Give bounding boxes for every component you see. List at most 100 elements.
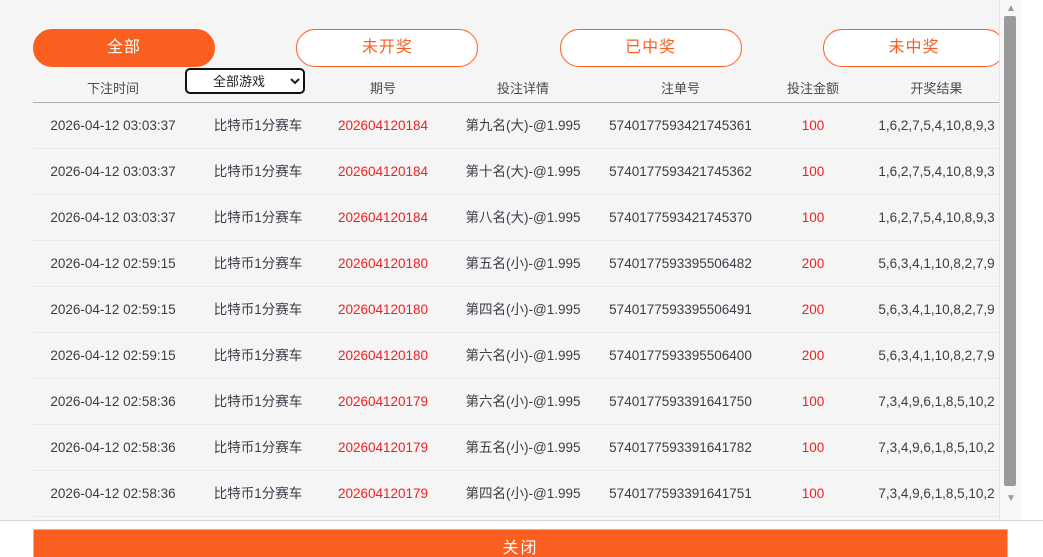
table-row[interactable]: 2026-04-12 02:59:15 比特币1分赛车 202604120180 第五…: [33, 241, 1005, 287]
tab-lost[interactable]: 未中奖: [822, 29, 1005, 67]
cell-order: 5740177593391641750: [609, 394, 752, 409]
cell-game: 比特币1分赛车: [213, 394, 303, 409]
column-header-order: 注单号: [660, 81, 700, 96]
cell-time: 2026-04-12 02:59:15: [50, 302, 176, 317]
cell-issue: 202604120184: [337, 210, 429, 225]
cell-order: 5740177593421745362: [609, 164, 752, 179]
table-row[interactable]: 2026-04-12 02:58:36 比特币1分赛车 202604120179 第五…: [33, 425, 1005, 471]
cell-amount: 200: [801, 256, 825, 271]
column-header-detail: 投注详情: [496, 81, 549, 96]
tab-won[interactable]: 已中奖: [559, 29, 742, 67]
cell-time: 2026-04-12 02:58:36: [50, 440, 176, 455]
cell-game: 比特币1分赛车: [213, 486, 303, 501]
cell-issue: 202604120179: [337, 440, 429, 455]
cell-order: 5740177593421745370: [609, 210, 752, 225]
cell-detail: 第四名(小)-@1.995: [465, 486, 581, 501]
game-filter-wrapper: 全部游戏: [185, 68, 305, 94]
cell-detail: 第六名(小)-@1.995: [465, 394, 581, 409]
cell-result: 7,3,4,9,6,1,8,5,10,2: [878, 440, 995, 455]
scrollable-content-panel: 全部 未开奖 已中奖 未中奖 下注时间 全部游戏 期号: [33, 0, 1021, 520]
cell-order: 5740177593395506400: [609, 348, 752, 363]
cell-game: 比特币1分赛车: [213, 164, 303, 179]
cell-amount: 100: [801, 210, 825, 225]
cell-amount: 100: [801, 486, 825, 501]
dialog-footer: 关闭: [0, 520, 1043, 557]
table-row[interactable]: 2026-04-12 02:59:15 比特币1分赛车 202604120180 第四…: [33, 287, 1005, 333]
scroll-down-arrow-icon[interactable]: ▼: [1006, 493, 1016, 504]
cell-amount: 100: [801, 118, 825, 133]
cell-result: 7,3,4,9,6,1,8,5,10,2: [878, 394, 995, 409]
cell-result: 7,3,4,9,6,1,8,5,10,2: [878, 486, 995, 501]
status-filter-tabs: 全部 未开奖 已中奖 未中奖: [33, 28, 1005, 68]
table-row[interactable]: 2026-04-12 02:58:36 比特币1分赛车 202604120179 第六…: [33, 379, 1005, 425]
cell-game: 比特币1分赛车: [213, 210, 303, 225]
bet-history-table: 下注时间 全部游戏 期号 投注详情 注单号 投注金额 开奖结果 2026-04-…: [33, 68, 1005, 517]
cell-result: 1,6,2,7,5,4,10,8,9,3: [878, 118, 995, 133]
cell-amount: 100: [801, 394, 825, 409]
table-row[interactable]: 2026-04-12 02:59:15 比特币1分赛车 202604120180 第六…: [33, 333, 1005, 379]
cell-issue: 202604120184: [337, 164, 429, 179]
close-button[interactable]: 关闭: [33, 529, 1008, 557]
cell-detail: 第八名(大)-@1.995: [465, 210, 581, 225]
table-body: 2026-04-12 03:03:37 比特币1分赛车 202604120184 第九…: [33, 103, 1005, 517]
cell-detail: 第九名(大)-@1.995: [465, 118, 581, 133]
tab-not-drawn-label: 未开奖: [361, 39, 413, 56]
cell-amount: 200: [801, 348, 825, 363]
cell-issue: 202604120179: [337, 394, 429, 409]
column-header-time: 下注时间: [86, 81, 139, 96]
tab-won-label: 已中奖: [625, 39, 677, 56]
cell-amount: 100: [801, 440, 825, 455]
cell-time: 2026-04-12 02:59:15: [50, 256, 176, 271]
cell-time: 2026-04-12 02:58:36: [50, 394, 176, 409]
cell-detail: 第五名(小)-@1.995: [465, 256, 581, 271]
tab-all[interactable]: 全部: [33, 29, 215, 67]
cell-result: 1,6,2,7,5,4,10,8,9,3: [878, 164, 995, 179]
table-row[interactable]: 2026-04-12 03:03:37 比特币1分赛车 202604120184 第十…: [33, 149, 1005, 195]
close-button-label: 关闭: [502, 540, 539, 557]
cell-result: 5,6,3,4,1,10,8,2,7,9: [878, 302, 995, 317]
cell-game: 比特币1分赛车: [213, 256, 303, 271]
cell-issue: 202604120179: [337, 486, 429, 501]
cell-time: 2026-04-12 02:59:15: [50, 348, 176, 363]
cell-order: 5740177593421745361: [609, 118, 752, 133]
cell-order: 5740177593395506491: [609, 302, 752, 317]
cell-issue: 202604120180: [337, 348, 429, 363]
cell-result: 1,6,2,7,5,4,10,8,9,3: [878, 210, 995, 225]
cell-detail: 第五名(小)-@1.995: [465, 440, 581, 455]
cell-game: 比特币1分赛车: [213, 348, 303, 363]
tab-lost-label: 未中奖: [888, 39, 940, 56]
cell-issue: 202604120180: [337, 256, 429, 271]
cell-game: 比特币1分赛车: [213, 302, 303, 317]
cell-game: 比特币1分赛车: [213, 118, 303, 133]
vertical-scrollbar[interactable]: ▲ ▼: [999, 0, 1021, 520]
cell-time: 2026-04-12 03:03:37: [50, 118, 176, 133]
cell-detail: 第四名(小)-@1.995: [465, 302, 581, 317]
cell-time: 2026-04-12 02:58:36: [50, 486, 176, 501]
scrollbar-thumb[interactable]: [1004, 16, 1016, 486]
cell-amount: 200: [801, 302, 825, 317]
cell-order: 5740177593395506482: [609, 256, 752, 271]
cell-amount: 100: [801, 164, 825, 179]
cell-time: 2026-04-12 03:03:37: [50, 210, 176, 225]
scroll-up-arrow-icon[interactable]: ▲: [1006, 3, 1016, 14]
cell-issue: 202604120180: [337, 302, 429, 317]
cell-order: 5740177593391641782: [609, 440, 752, 455]
table-header-row: 下注时间 全部游戏 期号 投注详情 注单号 投注金额 开奖结果: [33, 68, 1005, 103]
table-row[interactable]: 2026-04-12 03:03:37 比特币1分赛车 202604120184 第八…: [33, 195, 1005, 241]
tab-all-label: 全部: [106, 39, 141, 56]
cell-game: 比特币1分赛车: [213, 440, 303, 455]
column-header-result: 开奖结果: [910, 81, 963, 96]
column-header-issue: 期号: [369, 81, 396, 96]
table-row[interactable]: 2026-04-12 03:03:37 比特币1分赛车 202604120184 第九…: [33, 103, 1005, 149]
game-filter-select[interactable]: 全部游戏: [185, 68, 305, 94]
cell-order: 5740177593391641751: [609, 486, 752, 501]
cell-time: 2026-04-12 03:03:37: [50, 164, 176, 179]
tab-not-drawn[interactable]: 未开奖: [296, 29, 479, 67]
column-header-amount: 投注金额: [786, 81, 839, 96]
cell-issue: 202604120184: [337, 118, 429, 133]
table-row[interactable]: 2026-04-12 02:58:36 比特币1分赛车 202604120179 第四…: [33, 471, 1005, 517]
cell-detail: 第六名(小)-@1.995: [465, 348, 581, 363]
cell-detail: 第十名(大)-@1.995: [465, 164, 581, 179]
cell-result: 5,6,3,4,1,10,8,2,7,9: [878, 348, 995, 363]
